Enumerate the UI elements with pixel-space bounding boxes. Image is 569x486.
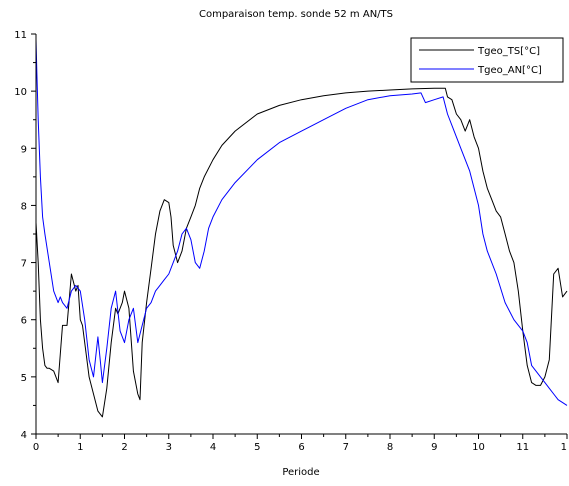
legend-label-an: Tgeo_AN[°C] bbox=[477, 65, 542, 76]
x-tick-label: 3 bbox=[166, 442, 172, 453]
y-tick-label: 11 bbox=[14, 30, 27, 41]
x-tick-label: 4 bbox=[210, 442, 216, 453]
x-tick-label: 10 bbox=[472, 442, 485, 453]
x-axis-label: Periode bbox=[282, 467, 319, 478]
series-line-ts bbox=[35, 87, 568, 418]
x-tick-label: 6 bbox=[298, 442, 304, 453]
x-tick-label: 7 bbox=[343, 442, 349, 453]
y-tick-label: 5 bbox=[21, 373, 27, 384]
y-tick-label: 7 bbox=[21, 259, 27, 270]
x-tick-label: 2 bbox=[121, 442, 127, 453]
x-tick-label: 5 bbox=[254, 442, 260, 453]
series-line-an bbox=[35, 39, 568, 406]
legend-box bbox=[410, 37, 564, 83]
y-tick-label: 6 bbox=[21, 316, 27, 327]
y-tick-label: 8 bbox=[21, 201, 27, 212]
legend-label-ts: Tgeo_TS[°C] bbox=[477, 46, 540, 57]
x-tick-label: 11 bbox=[516, 442, 529, 453]
y-tick-label: 4 bbox=[21, 430, 27, 441]
x-tick-label: 1 bbox=[561, 442, 567, 453]
legend: Tgeo_TS[°C] Tgeo_AN[°C] bbox=[410, 37, 564, 83]
y-tick-label: 10 bbox=[14, 87, 27, 98]
y-tick-label: 9 bbox=[21, 144, 27, 155]
x-tick-label: 9 bbox=[431, 442, 437, 453]
chart-title: Comparaison temp. sonde 52 m AN/TS bbox=[199, 9, 393, 20]
x-tick-label: 1 bbox=[77, 442, 83, 453]
x-tick-label: 0 bbox=[33, 442, 39, 453]
x-tick-label: 8 bbox=[387, 442, 393, 453]
